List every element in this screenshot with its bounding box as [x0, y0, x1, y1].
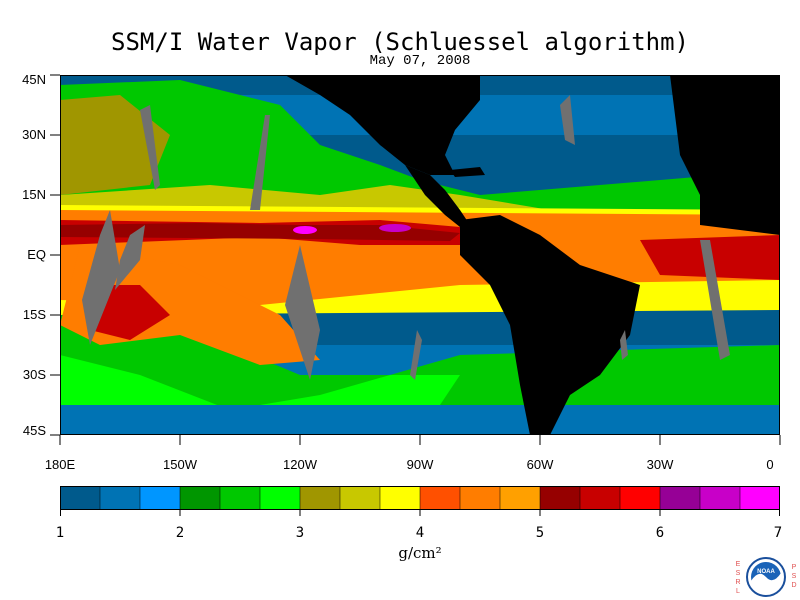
swath-gap: [620, 330, 628, 360]
map-date: May 07, 2008: [369, 53, 471, 69]
logo-letter-left: E: [736, 561, 741, 568]
swath-gap: [700, 240, 730, 360]
swath-gap: [250, 115, 270, 210]
landmass-south-america: [460, 215, 640, 435]
colorbar: [60, 486, 780, 510]
lat-label-30s: 30S: [22, 367, 46, 382]
landmass-africa: [670, 75, 780, 235]
vapor-band-spcz-red: [90, 285, 170, 340]
colorbar-units: g/cm²: [398, 544, 442, 562]
swath-gap: [140, 105, 160, 190]
logo-letter-left: L: [736, 588, 740, 595]
noaa-emblem-text: NOAA: [757, 569, 775, 575]
colorbar-label-4: 4: [415, 525, 425, 541]
lat-label-eq: EQ: [27, 247, 46, 262]
map-frame: [60, 75, 780, 435]
vapor-band-south-green: [60, 315, 780, 405]
vapor-peak-magenta: [293, 226, 317, 234]
water-vapor-map: [60, 75, 780, 435]
logo-letter-left: R: [735, 579, 740, 586]
logo-letter-right: D: [791, 582, 796, 589]
lon-label-150w: 150W: [163, 457, 197, 472]
landmass-central-america: [405, 165, 470, 227]
logo-letter-left: S: [736, 570, 741, 577]
swath-gap: [82, 210, 120, 345]
colorbar-cell: [179, 486, 221, 510]
colorbar-cell: [739, 486, 780, 510]
swath-gap: [115, 225, 145, 290]
colorbar-cell: [499, 486, 541, 510]
colorbar-cell: [139, 486, 181, 510]
colorbar-label-5: 5: [535, 525, 545, 541]
lon-label-120w: 120W: [283, 457, 317, 472]
landmass-north-america: [285, 75, 480, 175]
colorbar-cell: [60, 486, 101, 510]
colorbar-label-7: 7: [773, 525, 783, 541]
colorbar-cell: [339, 486, 381, 510]
colorbar-label-1: 1: [55, 525, 65, 541]
landmass-caribbean-island: [450, 167, 485, 177]
colorbar-cell: [459, 486, 501, 510]
colorbar-label-6: 6: [655, 525, 665, 541]
lon-label-90w: 90W: [406, 457, 434, 472]
lat-label-15n: 15N: [22, 187, 46, 202]
colorbar-cell: [699, 486, 741, 510]
colorbar-cell: [539, 486, 581, 510]
lat-label-15s: 15S: [22, 307, 46, 322]
colorbar-label-2: 2: [175, 525, 185, 541]
swath-gap: [560, 95, 575, 145]
lat-label-45n: 45N: [22, 72, 46, 87]
colorbar-cell: [659, 486, 701, 510]
lat-label-30n: 30N: [22, 127, 46, 142]
map-ticks: [50, 74, 781, 445]
lon-label-0: 0: [766, 457, 774, 472]
colorbar-label-3: 3: [295, 525, 305, 541]
vapor-band-south-bright: [60, 355, 460, 415]
colorbar-cell: [419, 486, 461, 510]
vapor-band-itcz-dark: [60, 223, 460, 241]
colorbar-cell: [579, 486, 621, 510]
colorbar-ticks: [60, 510, 780, 516]
colorbar-cell: [299, 486, 341, 510]
colorbar-cell: [259, 486, 301, 510]
swath-gap: [410, 330, 422, 380]
map-title: SSM/I Water Vapor (Schluessel algorithm): [111, 28, 689, 56]
logo-letter-right: P: [792, 564, 797, 571]
colorbar-cell: [379, 486, 421, 510]
lon-label-30w: 30W: [646, 457, 674, 472]
colorbar-cell: [219, 486, 261, 510]
lat-label-45s: 45S: [22, 423, 46, 438]
lon-label-180e: 180E: [44, 457, 76, 472]
lon-label-60w: 60W: [526, 457, 554, 472]
swath-gap: [285, 245, 320, 380]
logo-letter-right: S: [792, 573, 797, 580]
colorbar-cell: [99, 486, 141, 510]
esrl-psd-logo: E S R L P S D NOAA: [735, 557, 797, 597]
vapor-band-polar-blue: [60, 405, 780, 435]
colorbar-cell: [619, 486, 661, 510]
vapor-peak-magenta: [379, 224, 411, 232]
